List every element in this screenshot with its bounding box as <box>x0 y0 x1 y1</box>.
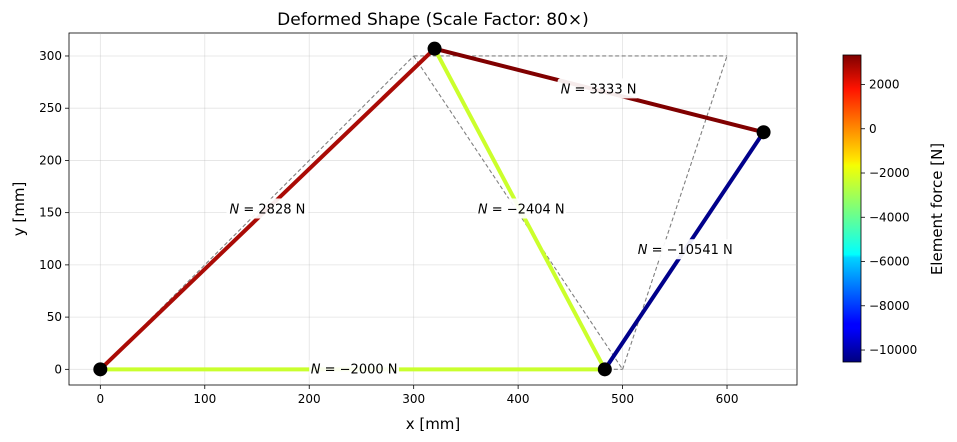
x-tick-label: 300 <box>402 392 425 406</box>
y-tick-label: 100 <box>39 258 62 272</box>
colorbar-tick-label: −6000 <box>869 255 910 269</box>
force-label-bg <box>557 78 640 99</box>
force-label: N = −2000 N <box>311 362 398 377</box>
x-tick-label: 200 <box>298 392 321 406</box>
y-tick-label: 200 <box>39 153 62 167</box>
force-labels: N = 2828 N N = −2000 N N = −2404 N N = 3333… <box>226 78 735 379</box>
x-tick-label: 100 <box>193 392 216 406</box>
colorbar-tick-label: −10000 <box>869 343 917 357</box>
colorbar-label: Element force [N] <box>928 143 946 275</box>
y-axis-ticks: 0 50 100 150 200 250 300 <box>39 49 69 376</box>
x-tick-label: 600 <box>716 392 739 406</box>
node-marker <box>427 41 442 56</box>
x-tick-label: 0 <box>97 392 105 406</box>
y-tick-label: 250 <box>39 101 62 115</box>
node-marker <box>93 362 108 377</box>
undeformed-member <box>413 55 624 370</box>
chart-title: Deformed Shape (Scale Factor: 80×) <box>277 10 589 30</box>
x-axis-ticks: 0 100 200 300 400 500 600 <box>97 385 739 406</box>
y-tick-label: 0 <box>54 362 62 376</box>
y-tick-label: 150 <box>39 206 62 220</box>
force-label: N = −2404 N <box>478 202 565 217</box>
grid <box>69 33 797 385</box>
force-label-bg <box>309 358 400 379</box>
force-label: N = −10541 N <box>638 243 733 258</box>
colorbar-tick-label: 2000 <box>869 77 900 91</box>
colorbar <box>842 54 862 363</box>
colorbar-tick-label: −8000 <box>869 299 910 313</box>
deformed-nodes <box>93 41 771 377</box>
x-axis-label: x [mm] <box>406 415 461 433</box>
force-label-bg <box>636 239 735 260</box>
force-label-bg <box>476 198 567 219</box>
x-tick-label: 500 <box>611 392 634 406</box>
node-marker <box>756 125 771 140</box>
colorbar-tick-label: 0 <box>869 122 877 136</box>
y-axis-label: y [mm] <box>10 182 28 237</box>
force-label: N = 3333 N <box>561 82 637 97</box>
force-label-bg <box>226 198 309 219</box>
x-tick-label: 400 <box>507 392 530 406</box>
plot-area <box>68 32 798 386</box>
colorbar-tick-label: −4000 <box>869 210 910 224</box>
y-tick-label: 50 <box>47 310 62 324</box>
colorbar-ticks: 2000 0 −2000 −4000 −6000 −8000 −10000 <box>861 77 917 357</box>
force-label: N = 2828 N <box>230 202 306 217</box>
node-marker <box>597 362 612 377</box>
y-tick-label: 300 <box>39 49 62 63</box>
colorbar-tick-label: −2000 <box>869 166 910 180</box>
